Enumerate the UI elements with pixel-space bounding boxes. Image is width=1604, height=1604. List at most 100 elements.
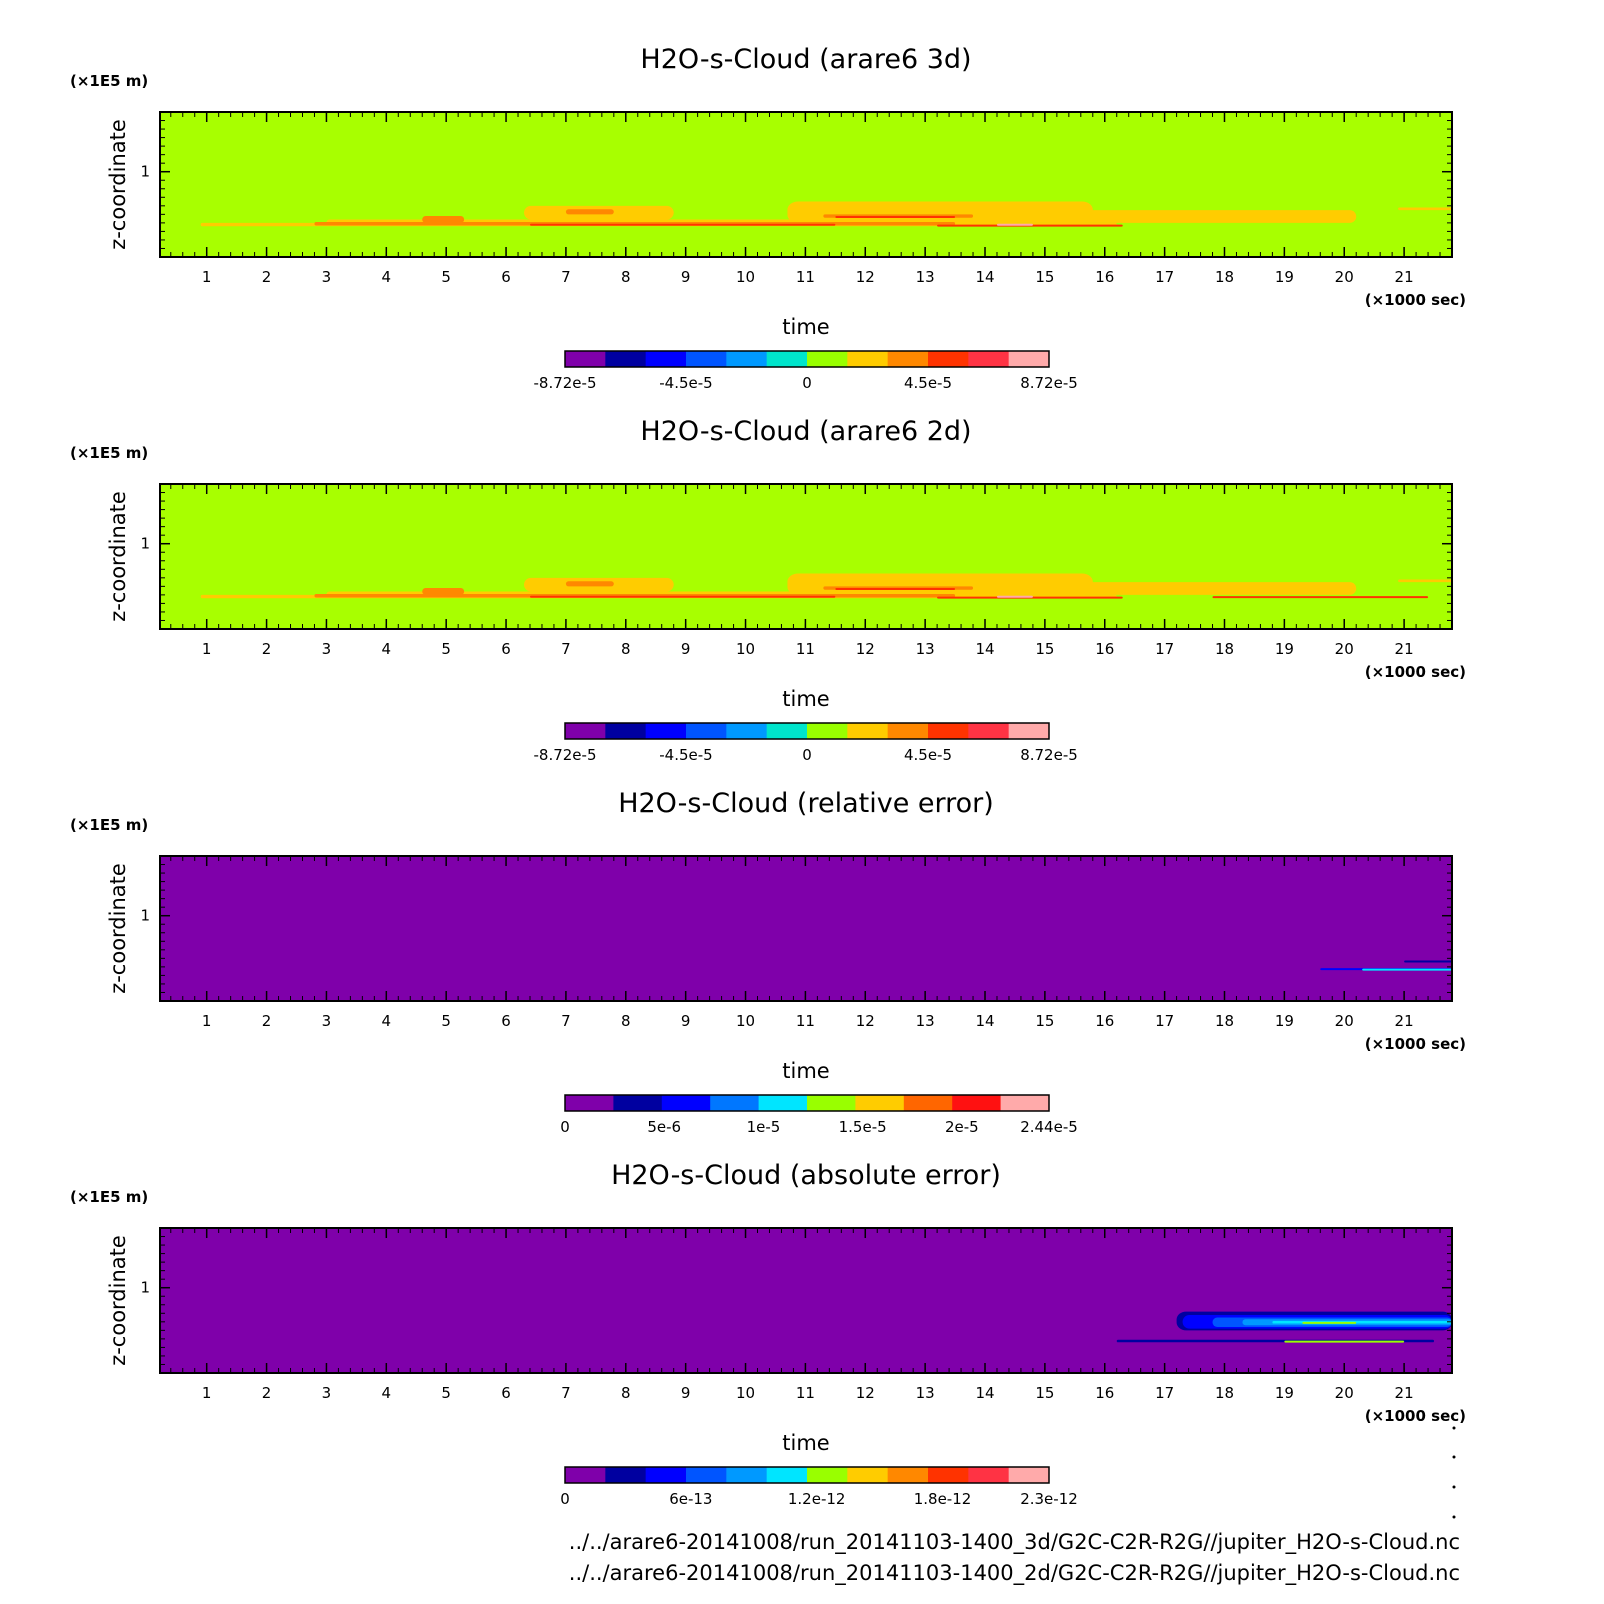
- colorbar-swatch: [758, 1095, 808, 1111]
- chart-title: H2O-s-Cloud (arare6 3d): [640, 44, 971, 75]
- x-tick-label: 15: [1035, 1012, 1054, 1030]
- chart-title: H2O-s-Cloud (arare6 2d): [640, 416, 971, 447]
- x-tick-label: 4: [382, 640, 392, 658]
- colorbar-swatch: [928, 1467, 969, 1483]
- colorbar-swatch: [952, 1095, 1002, 1111]
- x-tick-label: 2: [262, 268, 272, 286]
- x-tick-label: 1: [202, 268, 212, 286]
- contour-region: [1284, 1340, 1405, 1343]
- contour-region: [565, 581, 614, 587]
- x-tick-label: 11: [796, 1012, 815, 1030]
- colorbar-swatch: [807, 1095, 856, 1111]
- x-tick-label: 7: [561, 640, 571, 658]
- chart-title: H2O-s-Cloud (relative error): [618, 788, 994, 819]
- contour-region: [529, 595, 836, 598]
- colorbar-tick-label: 0: [560, 1118, 570, 1136]
- y-axis-unit: (×1E5 m): [70, 1188, 148, 1206]
- x-tick-label: 21: [1395, 640, 1414, 658]
- colorbar-tick-label: 0: [802, 374, 812, 392]
- x-tick-label: 16: [1095, 640, 1114, 658]
- colorbar-swatch: [686, 351, 727, 367]
- colorbar-swatch: [565, 1467, 606, 1483]
- x-axis-unit: (×1000 sec): [1365, 1407, 1466, 1425]
- colorbar-swatch: [605, 723, 647, 739]
- x-tick-label: 15: [1035, 640, 1054, 658]
- x-tick-label: 9: [681, 1384, 691, 1402]
- x-axis-label: time: [782, 1059, 829, 1083]
- x-tick-label: 8: [621, 1012, 631, 1030]
- x-tick-label: 15: [1035, 1384, 1054, 1402]
- plot-field: [160, 1228, 1452, 1373]
- y-axis-unit: (×1E5 m): [70, 444, 148, 462]
- x-tick-label: 8: [621, 640, 631, 658]
- x-tick-label: 11: [796, 640, 815, 658]
- x-tick-label: 4: [382, 1384, 392, 1402]
- x-tick-label: 2: [262, 1012, 272, 1030]
- x-tick-label: 11: [796, 1384, 815, 1402]
- x-tick-label: 2: [262, 640, 272, 658]
- colorbar-tick-label: 8.72e-5: [1020, 374, 1078, 392]
- y-tick-label: 1: [140, 1279, 150, 1297]
- chart-title: H2O-s-Cloud (absolute error): [611, 1160, 1001, 1191]
- colorbar-frame: [564, 1466, 1050, 1484]
- panels: H2O-s-Cloud (arare6 3d)(×1E5 m)1 2 3 4 5 6 7 8 9…: [70, 44, 1466, 1508]
- x-tick-label: 4: [382, 1012, 392, 1030]
- colorbar-swatch: [605, 351, 647, 367]
- x-tick-label: 11: [796, 268, 815, 286]
- x-axis-label: time: [782, 687, 829, 711]
- x-tick-label: 21: [1395, 268, 1414, 286]
- contour-region: [1404, 960, 1452, 963]
- contour-region: [1362, 968, 1452, 971]
- x-tick-label: 9: [681, 1012, 691, 1030]
- x-tick-label: 3: [322, 268, 332, 286]
- x-tick-label: 13: [916, 1012, 935, 1030]
- contour-region: [565, 209, 614, 215]
- x-tick-label: 19: [1275, 1384, 1294, 1402]
- colorbar-swatch: [968, 1467, 1010, 1483]
- colorbar-swatch: [887, 723, 929, 739]
- colorbar-swatch: [645, 351, 687, 367]
- colorbar-swatch: [565, 351, 606, 367]
- x-tick-label: 17: [1155, 268, 1174, 286]
- dot-marker: [1452, 1515, 1456, 1519]
- colorbar-swatch: [1008, 723, 1050, 739]
- y-tick-label: 1: [140, 163, 150, 181]
- colorbar-frame: [564, 350, 1050, 368]
- footer-path-3d: ../../arare6-20141008/run_20141103-1400_…: [569, 1530, 1460, 1555]
- colorbar-swatch: [968, 723, 1010, 739]
- colorbar-tick-label: 2e-5: [945, 1118, 979, 1136]
- y-axis-unit: (×1E5 m): [70, 816, 148, 834]
- chart-panel: H2O-s-Cloud (absolute error)(×1E5 m)1 2 3 4…: [70, 1160, 1466, 1508]
- colorbar-tick-label: 4.5e-5: [904, 374, 952, 392]
- x-tick-label: 19: [1275, 268, 1294, 286]
- y-axis-label: z-coordinate: [106, 119, 130, 250]
- x-tick-label: 9: [681, 268, 691, 286]
- x-tick-label: 3: [322, 1012, 332, 1030]
- y-tick-label: 1: [140, 535, 150, 553]
- x-tick-label: 5: [441, 268, 451, 286]
- x-tick-label: 14: [975, 1012, 994, 1030]
- colorbar-tick-label: 0: [560, 1490, 570, 1508]
- x-tick-label: 2: [262, 1384, 272, 1402]
- dot-marker: [1452, 1485, 1456, 1489]
- x-tick-label: 7: [561, 1012, 571, 1030]
- x-tick-label: 12: [856, 640, 875, 658]
- y-tick-label: 1: [140, 907, 150, 925]
- colorbar-swatch: [903, 1095, 953, 1111]
- x-tick-label: 13: [916, 268, 935, 286]
- x-tick-label: 12: [856, 1012, 875, 1030]
- colorbar-swatch: [807, 723, 848, 739]
- dot-marker: [1452, 1455, 1456, 1459]
- contour-region: [835, 216, 956, 219]
- y-axis-unit: (×1E5 m): [70, 72, 148, 90]
- colorbar-swatch: [766, 1467, 808, 1483]
- x-tick-label: 10: [736, 1384, 755, 1402]
- x-tick-label: 6: [501, 1012, 511, 1030]
- colorbar-swatch: [807, 1467, 848, 1483]
- x-tick-label: 17: [1155, 1384, 1174, 1402]
- x-axis-unit: (×1000 sec): [1365, 1035, 1466, 1053]
- x-axis-unit: (×1000 sec): [1365, 291, 1466, 309]
- x-tick-label: 14: [975, 1384, 994, 1402]
- x-axis-unit: (×1000 sec): [1365, 663, 1466, 681]
- colorbar-tick-label: -4.5e-5: [659, 746, 712, 764]
